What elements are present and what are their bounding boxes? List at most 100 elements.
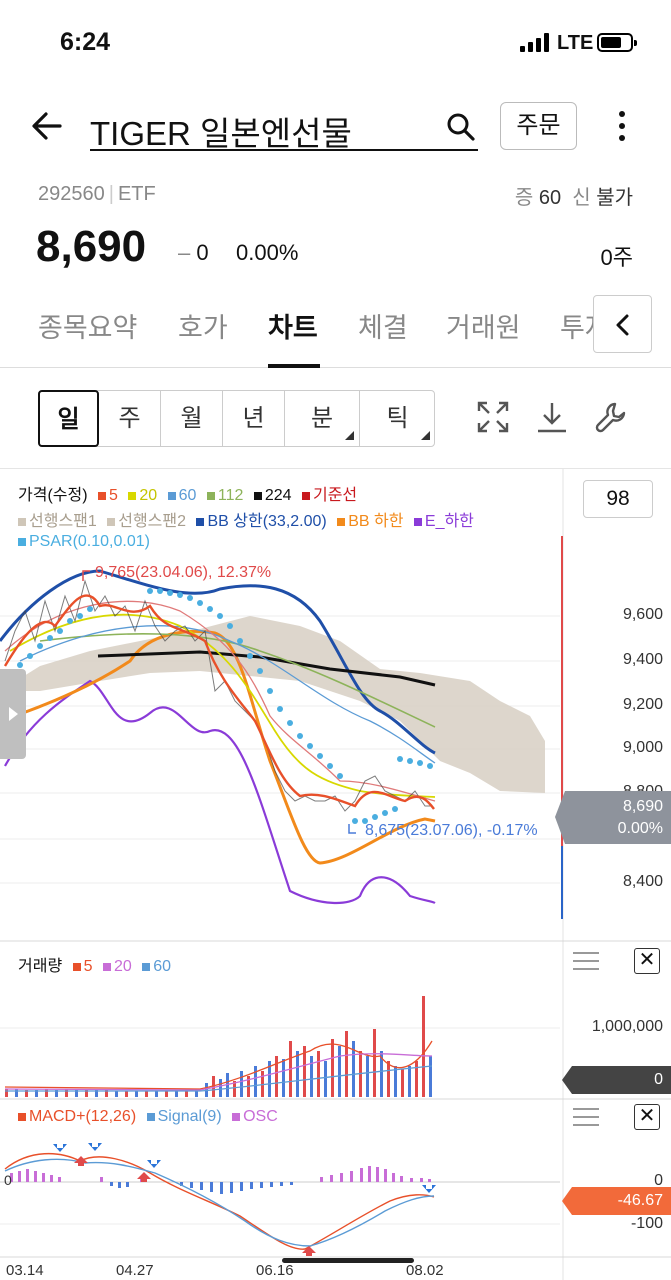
- period-day[interactable]: 일: [38, 390, 99, 447]
- baseline-kijun-line: [4, 600, 436, 802]
- legend-osc: OSC: [232, 1108, 278, 1125]
- legend-price: 가격(수정): [18, 487, 88, 504]
- candle-count-box[interactable]: 98: [583, 480, 653, 518]
- legend-ma112: 112: [206, 487, 243, 504]
- fullscreen-icon[interactable]: [476, 400, 510, 434]
- e-lower-line: [4, 679, 436, 905]
- legend-macd: MACD+(12,26): [18, 1108, 136, 1125]
- bb-lower-line: [0, 630, 436, 865]
- change-percent: 0.00%: [236, 240, 299, 265]
- legend-ma60: 60: [167, 487, 196, 504]
- legend-span1: 선행스팬1: [18, 513, 97, 530]
- current-price-tag: 8,690 0.00%: [555, 791, 671, 844]
- legend-vol-ma20: 20: [102, 958, 132, 975]
- current-price: 8,690: [36, 222, 147, 271]
- change-value: 0: [196, 240, 209, 265]
- price-legend-row2: 선행스팬1 선행스팬2 BB 상한(33,2.00) BB 하한 E_하한: [18, 507, 480, 531]
- ma60-line: [19, 625, 436, 764]
- period-minute[interactable]: 분: [285, 391, 360, 446]
- y-tick-8800: 8,800: [622, 783, 663, 793]
- legend-e-lower: E_하한: [413, 513, 474, 530]
- stock-search-field[interactable]: TIGER 일본엔선물: [90, 105, 478, 152]
- high-annotation: 9,765(23.04.06), 12.37%: [95, 564, 272, 581]
- x-tick-0427: 04.27: [116, 1262, 154, 1279]
- macd-close-button[interactable]: ✕: [634, 1104, 660, 1130]
- y-tick-9200: 9,200: [622, 696, 663, 713]
- search-icon[interactable]: [446, 112, 476, 142]
- x-tick-0616: 06.16: [256, 1262, 294, 1279]
- credit-label: 신: [572, 187, 591, 209]
- tab-chart[interactable]: 차트: [268, 313, 318, 343]
- legend-ma224: 224: [253, 487, 292, 504]
- tab-summary[interactable]: 종목요약: [38, 313, 138, 343]
- tab-trades[interactable]: 체결: [358, 313, 408, 343]
- period-year[interactable]: 년: [223, 391, 285, 446]
- period-selector: 일 주 월 년 분 틱: [38, 390, 435, 447]
- legend-kijun: 기준선: [301, 487, 357, 504]
- stock-title: TIGER 일본엔선물: [90, 115, 352, 152]
- x-tick-0314: 03.14: [6, 1262, 44, 1279]
- osc-negative-bars: [110, 1182, 293, 1194]
- chart-scroll-handle[interactable]: [0, 669, 26, 759]
- volume-legend: 거래량 5 20 60: [18, 952, 177, 976]
- chart-area[interactable]: [0, 468, 671, 1280]
- legend-vol-ma60: 60: [142, 958, 171, 975]
- legend-ma5: 5: [98, 487, 118, 504]
- legend-bb-upper: BB 상한(33,2.00): [196, 513, 327, 530]
- macd-y-tick-minus100: -100: [630, 1215, 663, 1232]
- price-legend-row3: PSAR(0.10,0.01): [18, 533, 156, 551]
- code-value: 292560: [38, 183, 105, 205]
- volume-close-button[interactable]: ✕: [634, 948, 660, 974]
- chevron-left-icon: [616, 314, 629, 336]
- price-tag-pct: 0.00%: [617, 820, 663, 837]
- psar-dots: [7, 588, 433, 824]
- tab-brokers[interactable]: 거래원: [446, 313, 521, 343]
- battery-icon: [597, 33, 637, 52]
- y-tick-9000: 9,000: [622, 739, 663, 756]
- macd-legend: MACD+(12,26) Signal(9) OSC: [18, 1108, 284, 1126]
- back-arrow-icon[interactable]: [30, 108, 66, 144]
- tab-scroll-button[interactable]: [593, 295, 652, 353]
- macd-left-zero: 0: [4, 1172, 12, 1188]
- ma112-line: [39, 633, 436, 728]
- x-tick-0802: 08.02: [406, 1262, 444, 1279]
- y-tick-9600: 9,600: [622, 606, 663, 623]
- legend-psar: PSAR(0.10,0.01): [18, 533, 150, 550]
- legend-volume: 거래량: [18, 958, 63, 975]
- period-month[interactable]: 월: [161, 391, 223, 446]
- legend-vol-ma5: 5: [72, 958, 93, 975]
- download-icon[interactable]: [535, 400, 569, 434]
- play-arrow-icon: [9, 707, 18, 721]
- home-indicator: [282, 1258, 414, 1263]
- order-button[interactable]: 주문: [500, 102, 577, 150]
- volume-tag: 0: [562, 1066, 671, 1094]
- price-change: – 0: [178, 240, 209, 265]
- chart-canvas: [0, 469, 671, 1280]
- ma5-line: [3, 594, 435, 810]
- signal-icon: [520, 32, 550, 52]
- credit-value: 불가: [596, 187, 633, 209]
- period-minute-label: 분: [310, 405, 334, 432]
- volume-menu-icon[interactable]: [573, 952, 599, 972]
- macd-tag: -46.67: [562, 1187, 671, 1215]
- security-type: ETF: [117, 183, 156, 205]
- tab-bar: 종목요약 호가 차트 체결 거래원 투자: [0, 290, 671, 368]
- more-menu-icon[interactable]: [610, 108, 634, 144]
- price-tag-value: 8,690: [622, 798, 663, 815]
- macd-y-tick-0: 0: [654, 1172, 663, 1189]
- holdings: 0주: [600, 245, 633, 270]
- period-tick[interactable]: 틱: [360, 391, 435, 446]
- active-tab-indicator: [268, 364, 320, 368]
- period-week[interactable]: 주: [99, 391, 161, 446]
- legend-signal: Signal(9): [146, 1108, 222, 1125]
- macd-menu-icon[interactable]: [573, 1108, 599, 1128]
- osc-bars: [10, 1166, 431, 1182]
- volume-y-tick: 1,000,000: [591, 1018, 663, 1035]
- network-label: LTE: [557, 32, 594, 54]
- wrench-settings-icon[interactable]: [594, 400, 628, 434]
- tab-orderbook[interactable]: 호가: [178, 313, 228, 343]
- price-legend-row1: 가격(수정) 5 20 60 112 224 기준선: [18, 481, 363, 505]
- stock-code: 292560 | ETF: [38, 183, 156, 205]
- dropdown-corner-icon: [421, 431, 430, 440]
- legend-bb-lower: BB 하한: [337, 513, 403, 530]
